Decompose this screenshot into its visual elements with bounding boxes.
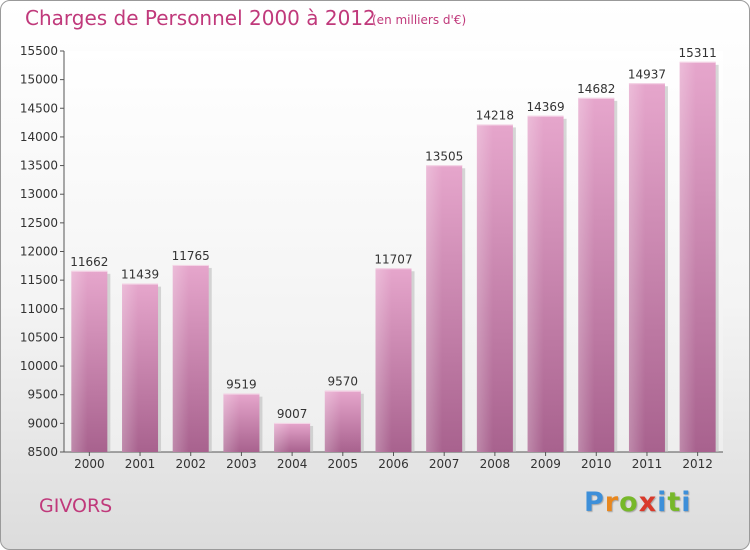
- value-label: 11707: [374, 252, 412, 266]
- logo-letter: i: [657, 487, 668, 518]
- y-tick-label: 14000: [20, 130, 58, 144]
- y-tick-label: 13500: [20, 159, 58, 173]
- value-label: 9519: [226, 378, 257, 392]
- logo-letter: x: [638, 487, 658, 518]
- value-label: 14937: [628, 67, 666, 81]
- y-tick-label: 9500: [27, 388, 58, 402]
- proxiti-logo: Proxiti: [584, 487, 692, 518]
- bar-highlight: [71, 270, 88, 452]
- y-tick-label: 9000: [27, 416, 58, 430]
- bar-highlight: [223, 393, 240, 452]
- logo-letter: r: [604, 487, 620, 518]
- x-tick-label: 2002: [175, 457, 206, 471]
- value-label: 11662: [70, 255, 108, 269]
- bar-highlight: [172, 264, 189, 452]
- bar-highlight: [679, 61, 696, 453]
- chart-subtitle: (en milliers d'€): [372, 13, 467, 27]
- value-label: 9007: [277, 407, 308, 421]
- bar-highlight: [324, 390, 342, 452]
- bar-highlight: [476, 124, 494, 453]
- y-tick-label: 11000: [20, 302, 58, 316]
- value-label: 15311: [679, 46, 717, 60]
- value-label: 14682: [577, 82, 615, 96]
- value-label: 11765: [172, 249, 210, 263]
- y-tick-label: 12500: [20, 216, 58, 230]
- bar-highlight: [375, 268, 392, 452]
- plot-area: 8500 9000 9500 10000 10500 11000 11500 12000 125…: [20, 44, 723, 471]
- city-name: GIVORS: [39, 495, 113, 517]
- x-tick-label: 2003: [226, 457, 257, 471]
- value-label: 13505: [425, 149, 463, 163]
- y-tick-label: 8500: [27, 445, 58, 459]
- x-tick-label: 2010: [581, 457, 612, 471]
- x-tick-label: 2009: [530, 457, 561, 471]
- value-label: 14218: [476, 108, 514, 122]
- x-tick-label: 2008: [480, 457, 511, 471]
- x-tick-label: 2000: [74, 457, 105, 471]
- y-tick-label: 14500: [20, 101, 58, 115]
- bar-highlight: [578, 97, 595, 452]
- y-tick-label: 13000: [20, 187, 58, 201]
- bar-highlight: [426, 165, 443, 452]
- logo-letter: i: [681, 487, 692, 518]
- y-tick-label: 10500: [20, 330, 58, 344]
- x-tick-label: 2006: [378, 457, 409, 471]
- y-tick-label: 11500: [20, 273, 58, 287]
- x-tick-label: 2001: [125, 457, 156, 471]
- y-tick-label: 15500: [20, 44, 58, 58]
- value-label: 9570: [328, 375, 359, 389]
- y-tick-label: 10000: [20, 359, 58, 373]
- bar-highlight: [274, 422, 291, 452]
- bar-highlight: [527, 115, 544, 452]
- logo-letter: t: [667, 487, 682, 518]
- y-tick-label: 12000: [20, 245, 58, 259]
- x-tick-label: 2012: [682, 457, 713, 471]
- value-label: 14369: [526, 100, 564, 114]
- bar-highlight: [122, 283, 139, 452]
- x-tick-label: 2005: [328, 457, 359, 471]
- x-tick-label: 2004: [277, 457, 308, 471]
- logo-letter: P: [584, 487, 605, 518]
- y-tick-label: 15000: [20, 73, 58, 87]
- x-tick-label: 2011: [632, 457, 663, 471]
- chart-title: Charges de Personnel 2000 à 2012: [25, 6, 376, 30]
- logo-letter: o: [619, 487, 639, 518]
- bar-highlight: [628, 83, 646, 452]
- value-label: 11439: [121, 268, 159, 282]
- x-tick-label: 2007: [429, 457, 460, 471]
